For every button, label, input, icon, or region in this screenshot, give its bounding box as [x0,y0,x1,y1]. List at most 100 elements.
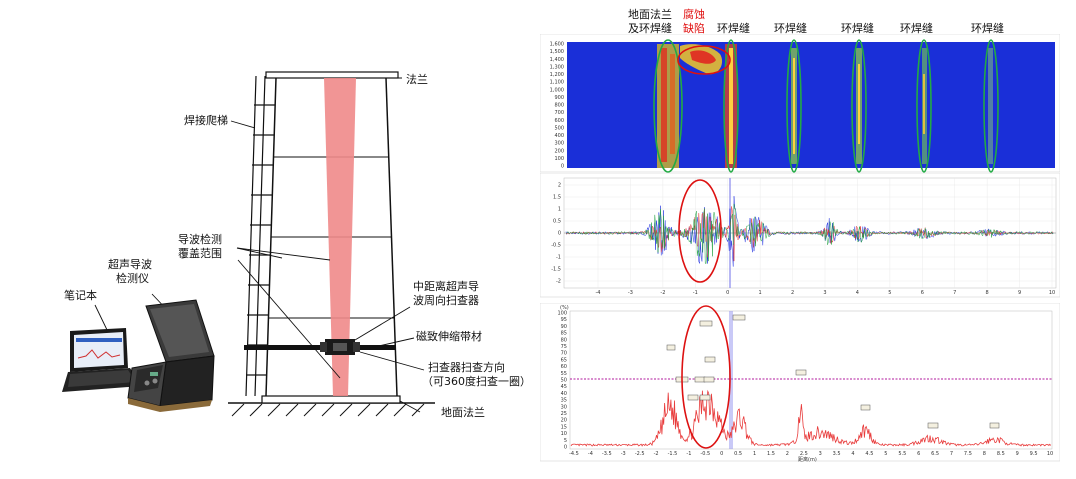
wave-x-tick: 1 [759,290,762,296]
wave-y-tick: -2 [556,279,561,285]
wave-x-tick: -2 [660,290,665,296]
heatmap-y-tick: 800 [554,103,564,109]
label-laptop: 笔记本 [64,289,97,302]
label-instrument-1: 超声导波 [108,258,152,271]
amp-x-tick: 0.5 [734,451,742,457]
amp-x-tick: 10 [1047,451,1053,457]
circumferential-scanner [320,339,360,355]
wave-y-tick: 0.5 [553,219,561,225]
amp-x-tick: 5 [884,451,887,457]
amp-x-tick: -1 [686,451,691,457]
amp-x-tick: 9.5 [1030,451,1038,457]
amp-y-tick: 50 [561,378,567,384]
amp-x-tick: -0.5 [700,451,710,457]
heatmap-field [567,42,1055,168]
amp-x-tick: -2.5 [635,451,645,457]
label-ground-flange-weld-1: 地面法兰 [628,8,672,21]
wave-x-tick: 9 [1018,290,1021,296]
amp-x-tick: 5.5 [898,451,906,457]
heatmap-y-tick: 500 [554,125,564,131]
top-flange [265,71,399,79]
amp-x-tick: -3.5 [602,451,612,457]
amp-y-tick: 65 [561,357,567,363]
wave-y-tick: -1 [556,255,561,261]
amp-y-tick: 95 [561,317,567,323]
amp-y-tick: 30 [561,404,567,410]
label-instrument-2: 检测仪 [116,272,149,285]
heatmap-y-tick: 1,400 [550,57,564,63]
heatmap-y-tick: 300 [554,141,564,147]
amp-x-tick: 9 [1016,451,1019,457]
amp-x-tick: 8 [983,451,986,457]
wave-y-tick: 0 [558,231,561,237]
amp-x-tick: 6 [917,451,920,457]
wave-x-tick: 4 [856,290,859,296]
heatmap-y-tick: 1,100 [550,80,564,86]
amp-y-tick: 60 [561,364,567,370]
amp-x-tick: 2 [786,451,789,457]
wave-y-tick: 1 [558,207,561,213]
label-corrosion-1: 腐蚀 [683,8,705,21]
wave-x-tick: 6 [921,290,924,296]
heatmap-y-tick: 1,500 [550,49,564,55]
wave-x-tick: 5 [888,290,891,296]
amp-x-tick: 7 [950,451,953,457]
amp-y-tick: 15 [561,424,567,430]
wave-x-tick: -4 [596,290,601,296]
amp-y-tick: 25 [561,411,567,417]
amp-x-tick: 1 [753,451,756,457]
amp-y-unit: (%) [560,305,569,311]
label-scanner-1: 中距离超声导 [413,280,479,293]
amp-y-tick: 100 [557,311,567,317]
label-direction-1: 扫查器扫查方向 [428,361,505,374]
amp-x-tick: -4 [588,451,593,457]
amplitude-panel: 1009590858075706560555045403530252015105… [540,303,1060,463]
label-coverage-1: 导波检测 [178,233,222,246]
heatmap-y-tick: 400 [554,133,564,139]
label-top-flange: 法兰 [406,73,428,86]
amp-x-tick: 4 [851,451,854,457]
amp-y-tick: 75 [561,344,567,350]
amp-x-tick: 6.5 [931,451,939,457]
waveform-panel: 2 1.5 1 0.5 0 -0.5 -1 -1.5 -2 -4 -3 -2 -1 0 1 2 3 4 5 6 7 8 9… [540,173,1060,298]
amp-y-tick: 90 [561,324,567,330]
label-weld-1: 环焊缝 [717,22,750,35]
wave-x-tick: 8 [986,290,989,296]
amp-y-tick: 70 [561,351,567,357]
heatmap-y-tick: 600 [554,118,564,124]
amp-x-tick: -4.5 [569,451,579,457]
amp-x-tick: -1.5 [668,451,678,457]
tower-wall-right [385,77,398,397]
welded-ladder [245,75,275,397]
label-strip: 磁致伸缩带材 [416,330,482,343]
wave-x-tick: 0 [726,290,729,296]
heatmap-y-tick: 900 [554,95,564,101]
label-corrosion-2: 缺陷 [683,22,705,35]
label-coverage-2: 覆盖范围 [178,247,222,260]
label-weld-5: 环焊缝 [971,22,1004,35]
heatmap-y-tick: 1,200 [550,72,564,78]
corrosion-ellipse [677,45,731,75]
amplitude-line [570,389,1052,447]
label-direction-2: （可360度扫查一圈） [422,375,531,388]
weld-ellipses [653,39,999,173]
amp-x-tick: -2 [654,451,659,457]
wave-x-tick: 2 [791,290,794,296]
label-weld-3: 环焊缝 [841,22,874,35]
wave-y-tick: -0.5 [551,243,561,249]
heatmap-y-tick: 700 [554,110,564,116]
amp-x-tick: 7.5 [964,451,972,457]
amp-y-tick: 55 [561,371,567,377]
amp-y-tick: 5 [564,438,567,444]
tower-diagram [62,71,435,417]
label-ground-flange: 地面法兰 [441,406,485,419]
label-weld-4: 环焊缝 [900,22,933,35]
amp-x-tick: 4.5 [865,451,873,457]
coverage-beam [324,78,356,396]
label-scanner-2: 波周向扫查器 [413,294,479,307]
amp-x-tick: 1.5 [767,451,775,457]
amp-y-tick: 45 [561,384,567,390]
amp-y-tick: 20 [561,418,567,424]
